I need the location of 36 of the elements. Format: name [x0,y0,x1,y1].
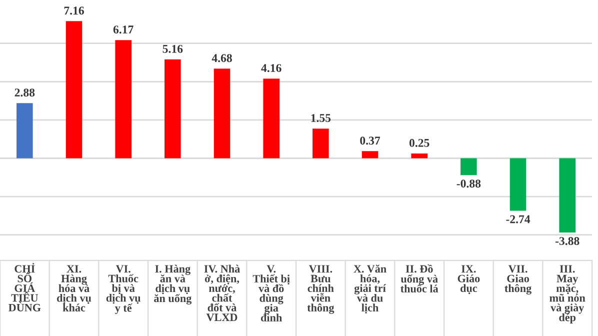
data-label: 1.55 [311,114,331,122]
bar [263,78,280,158]
data-label: 4.68 [212,54,232,62]
x-tick-label: V. Thiết bị và đồ dùng gia đình [252,265,290,322]
bar [510,158,526,211]
bar [411,153,428,158]
bar [362,151,378,158]
bar [164,59,181,158]
data-label: -0.88 [456,180,481,188]
data-label: -3.88 [555,237,580,246]
data-label: 6.17 [113,26,134,34]
x-tick-label: VIII. Bưu chính viễn thông [307,265,334,314]
data-label: 5.16 [162,44,183,53]
data-label: -2.74 [506,215,530,224]
bar [16,103,33,158]
x-tick-label: XI. Hàng hóa và dịch vụ khác [57,265,92,312]
x-tick-label: I. Hàng ăn và dịch vụ ăn uống [154,264,192,304]
bar [312,128,329,158]
x-tick-label: II. Đồ uống và thuốc lá [400,264,438,292]
data-label: 4.16 [261,64,282,72]
x-tick-label: IX. Giáo dục [458,265,480,294]
bar [460,158,477,176]
data-label: 0.37 [360,136,380,145]
x-tick-label: IV. Nhà ở, điện, nước, chất đốt và VLXD [204,264,240,322]
bar [559,158,576,233]
x-tick-label: CHỈ SỐ GIÁ TIÊU DÙNG [8,263,41,312]
data-label: 0.25 [409,138,430,147]
data-label: 2.88 [14,88,35,97]
x-tick-label: III. May mặc, mũ nón và giày dép [550,265,586,324]
x-tick-label: VI. Thuốc bị và dịch vụ y tế [106,265,140,314]
x-tick-label: VII. Giao thông [504,265,532,294]
bar [66,21,82,158]
data-label: 7.16 [64,6,84,15]
x-tick-label: X. Văn hóa, giải trí và du lịch [354,264,386,314]
bar [214,68,230,158]
bar [115,40,132,158]
